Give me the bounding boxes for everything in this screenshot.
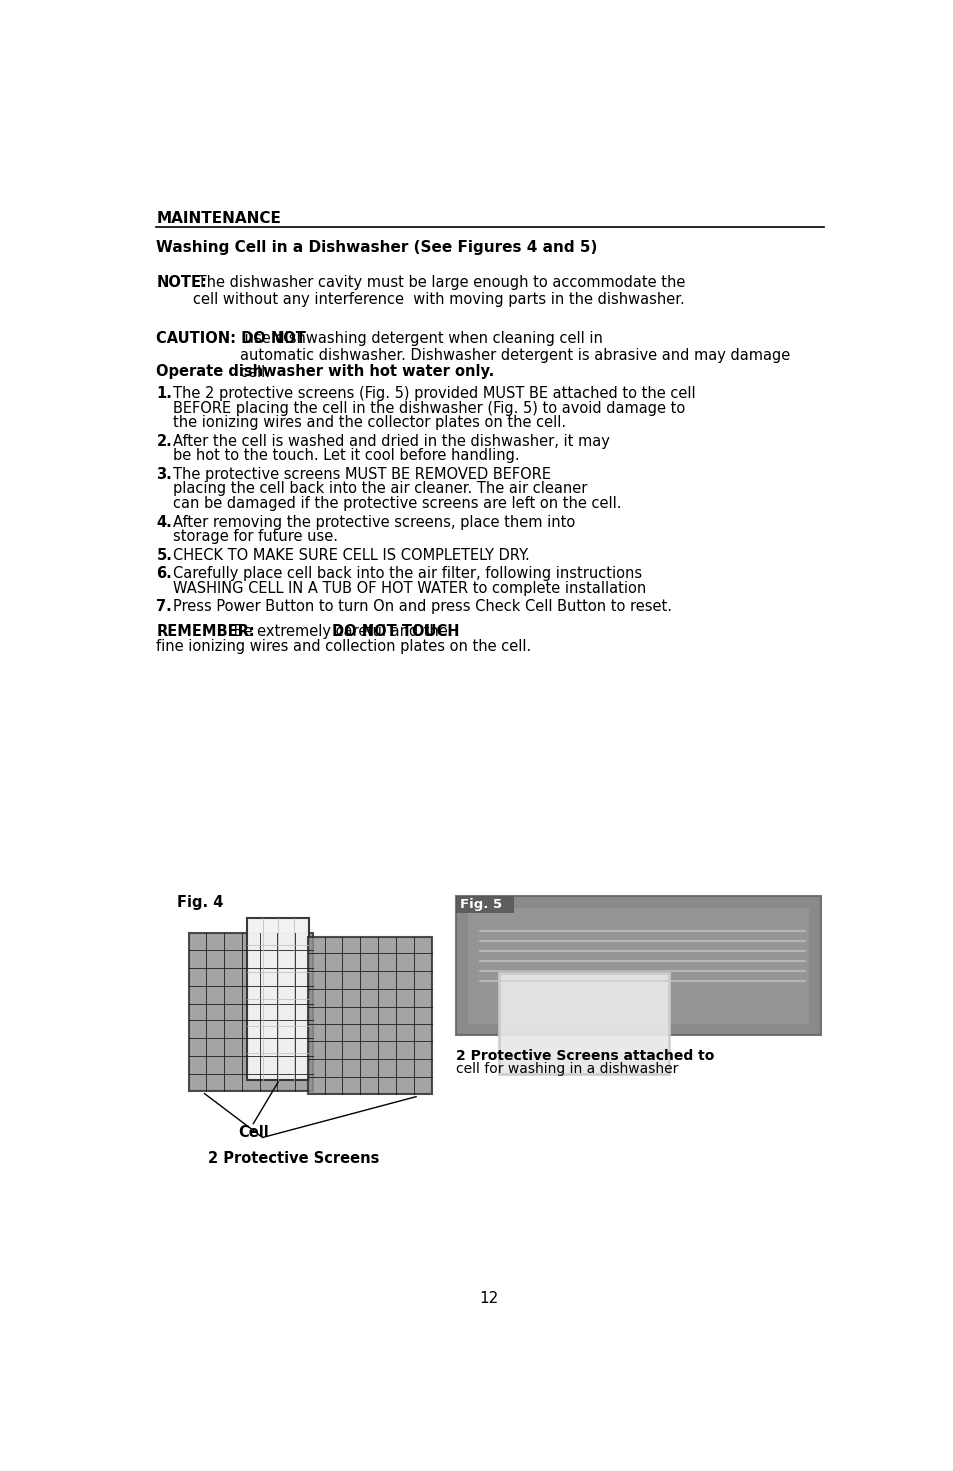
- Text: WASHING CELL IN A TUB OF HOT WATER to complete installation: WASHING CELL IN A TUB OF HOT WATER to co…: [173, 581, 646, 596]
- Bar: [247, 918, 309, 1080]
- Bar: [456, 896, 820, 1036]
- Text: 5.: 5.: [156, 547, 172, 563]
- Text: The 2 protective screens (Fig. 5) provided MUST BE attached to the cell: The 2 protective screens (Fig. 5) provid…: [173, 385, 696, 402]
- Text: Operate dishwasher with hot water only.: Operate dishwasher with hot water only.: [156, 363, 495, 378]
- Text: 1.: 1.: [156, 385, 172, 402]
- Bar: [456, 896, 514, 913]
- Text: The dishwasher cavity must be large enough to accommodate the
cell without any i: The dishwasher cavity must be large enou…: [193, 275, 684, 307]
- Text: storage for future use.: storage for future use.: [173, 530, 338, 544]
- Text: 7.: 7.: [156, 599, 172, 615]
- Text: Cell: Cell: [237, 1125, 269, 1140]
- Text: 2 Protective Screens: 2 Protective Screens: [208, 1150, 379, 1165]
- Bar: [468, 908, 808, 1024]
- Text: REMEMBER:: REMEMBER:: [156, 624, 255, 638]
- Text: 3.: 3.: [156, 466, 172, 482]
- Text: fine ionizing wires and collection plates on the cell.: fine ionizing wires and collection plate…: [156, 638, 531, 653]
- Text: use dishwashing detergent when cleaning cell in
automatic dishwasher. Dishwasher: use dishwashing detergent when cleaning …: [240, 331, 790, 381]
- Text: After the cell is washed and dried in the dishwasher, it may: After the cell is washed and dried in th…: [173, 434, 610, 449]
- Text: After removing the protective screens, place them into: After removing the protective screens, p…: [173, 515, 576, 530]
- Text: placing the cell back into the air cleaner. The air cleaner: placing the cell back into the air clean…: [173, 481, 587, 496]
- Text: 6.: 6.: [156, 566, 172, 581]
- Text: can be damaged if the protective screens are left on the cell.: can be damaged if the protective screens…: [173, 496, 621, 510]
- Text: the: the: [418, 624, 448, 638]
- Text: BEFORE placing the cell in the dishwasher (Fig. 5) to avoid damage to: BEFORE placing the cell in the dishwashe…: [173, 400, 685, 416]
- Text: Fig. 4: Fig. 4: [177, 894, 224, 911]
- Text: be hot to the touch. Let it cool before handling.: be hot to the touch. Let it cool before …: [173, 449, 519, 463]
- Text: 4.: 4.: [156, 515, 172, 530]
- Text: Be extremely careful and: Be extremely careful and: [229, 624, 422, 638]
- Text: MAINTENANCE: MAINTENANCE: [156, 212, 281, 227]
- Text: DO NOT TOUCH: DO NOT TOUCH: [332, 624, 459, 638]
- Text: CAUTION: DO NOT: CAUTION: DO NOT: [156, 331, 306, 346]
- Text: The protective screens MUST BE REMOVED BEFORE: The protective screens MUST BE REMOVED B…: [173, 466, 551, 482]
- Text: cell for washing in a dishwasher: cell for washing in a dishwasher: [456, 1062, 678, 1075]
- Text: NOTE:: NOTE:: [156, 275, 207, 290]
- Text: 2 Protective Screens attached to: 2 Protective Screens attached to: [456, 1049, 714, 1064]
- Bar: [498, 974, 669, 1074]
- Text: 2.: 2.: [156, 434, 172, 449]
- Text: Press Power Button to turn On and press Check Cell Button to reset.: Press Power Button to turn On and press …: [173, 599, 672, 615]
- Text: Fig. 5: Fig. 5: [459, 897, 502, 911]
- Bar: [307, 937, 431, 1094]
- Text: CHECK TO MAKE SURE CELL IS COMPLETELY DRY.: CHECK TO MAKE SURE CELL IS COMPLETELY DR…: [173, 547, 530, 563]
- Text: Washing Cell in a Dishwasher (See Figures 4 and 5): Washing Cell in a Dishwasher (See Figure…: [156, 240, 598, 254]
- Text: Carefully place cell back into the air filter, following instructions: Carefully place cell back into the air f…: [173, 566, 642, 581]
- Text: the ionizing wires and the collector plates on the cell.: the ionizing wires and the collector pla…: [173, 415, 566, 430]
- Bar: [189, 934, 313, 1091]
- Text: 12: 12: [478, 1292, 498, 1306]
